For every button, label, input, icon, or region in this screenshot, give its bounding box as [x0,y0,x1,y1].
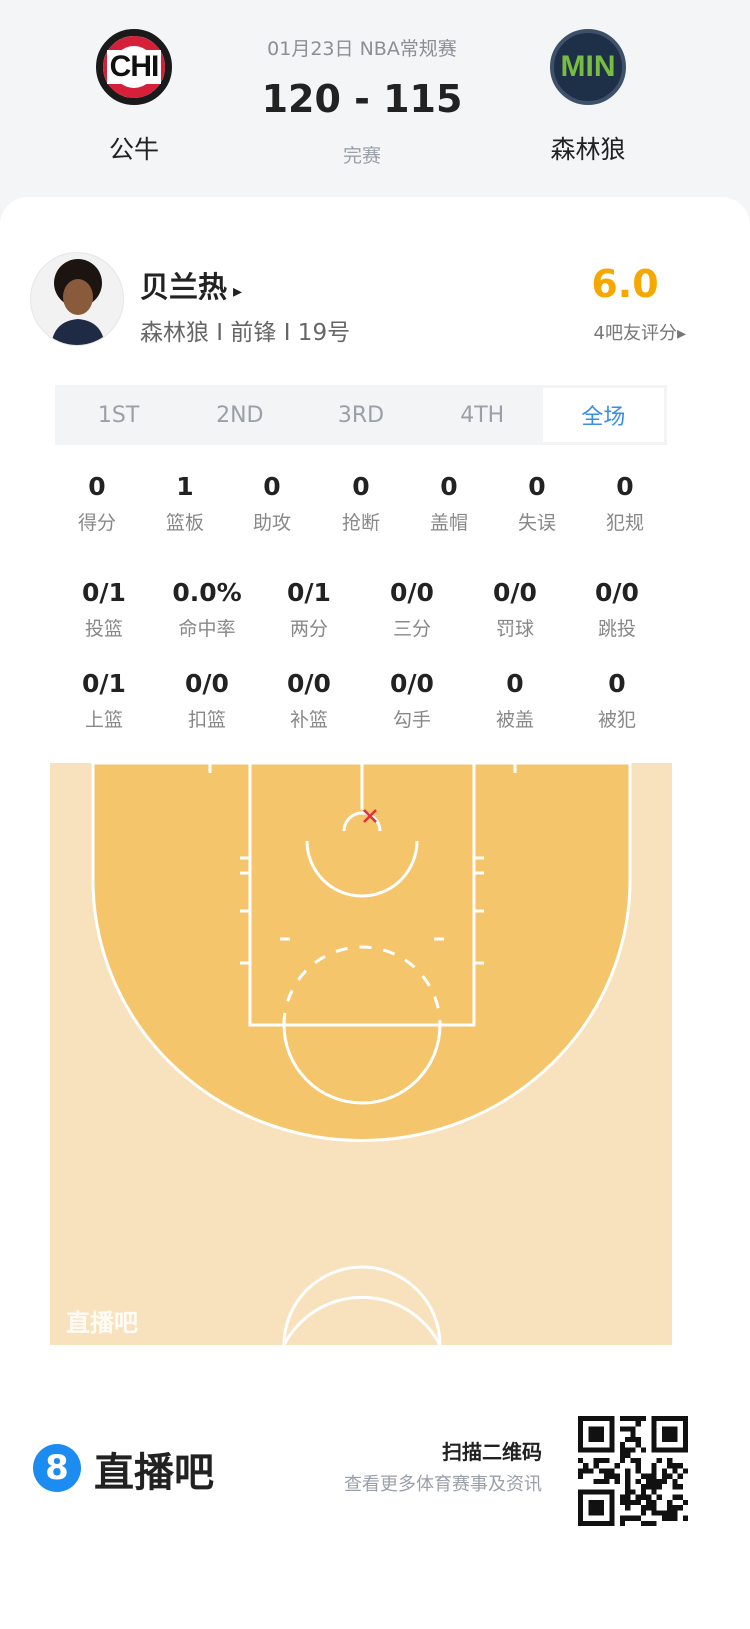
match-score: 120 - 115 [261,77,463,121]
center-circle [282,1295,442,1345]
stat-罚球: 0/0 罚球 [470,578,560,641]
stat-label: 命中率 [178,618,236,640]
stat-label: 扣篮 [187,709,226,731]
restricted-arc [305,840,419,898]
stat-value: 0 [528,472,546,501]
player-name: 贝兰热 [140,270,228,304]
stat-label: 上篮 [84,709,123,731]
stat-value: 0/0 [493,578,537,607]
match-date-league: 01月23日 NBA常规赛 [267,38,457,60]
paint-lane [248,763,476,1027]
stat-label: 勾手 [392,709,431,731]
qr-code[interactable] [578,1416,688,1526]
stat-抢断: 0 抢断 [316,472,406,535]
stat-value: 0/0 [390,578,434,607]
zhibo8-logo-icon: 8 [33,1444,81,1492]
stat-label: 盖帽 [429,512,468,534]
stat-被盖: 0 被盖 [470,669,560,732]
stat-value: 0/0 [287,669,331,698]
stat-被犯: 0 被犯 [572,669,662,732]
stat-value: 0/1 [287,578,331,607]
free-throw-circle-top [282,945,442,1026]
stat-上篮: 0/1 上篮 [59,669,149,732]
stat-label: 罚球 [495,618,534,640]
stat-投篮: 0/1 投篮 [59,578,149,641]
stat-label: 被犯 [597,709,636,731]
stat-label: 补篮 [289,709,328,731]
stat-补篮: 0/0 补篮 [264,669,354,732]
scan-subtitle: 查看更多体育赛事及资讯 [344,1474,542,1495]
tab-1st[interactable]: 1ST [97,402,140,428]
player-name-link[interactable]: 贝兰热 ▸ [140,264,242,306]
tab-4th[interactable]: 4TH [460,402,505,428]
stat-得分: 0 得分 [52,472,142,535]
min-team-logo[interactable]: MIN [550,29,626,105]
stat-两分: 0/1 两分 [264,578,354,641]
tab-full-game[interactable]: 全场 [542,388,665,442]
player-avatar[interactable] [30,252,124,346]
tab-2nd[interactable]: 2ND [216,402,264,428]
player-rating: 6.0 [591,262,659,306]
stat-label: 两分 [289,618,328,640]
rating-count-link[interactable]: 4吧友评分▸ [593,323,687,344]
three-point-line [91,763,632,1142]
scan-title: 扫描二维码 [442,1440,542,1464]
stat-value: 0/1 [82,578,126,607]
stat-label: 得分 [77,512,116,534]
stat-label: 犯规 [605,512,644,534]
away-team-name[interactable]: 森林狼 [550,135,626,164]
stat-value: 0/1 [82,669,126,698]
match-status: 完赛 [342,145,381,167]
stat-label: 被盖 [495,709,534,731]
caret-right-icon: ▸ [233,281,243,302]
stat-value: 0 [263,472,281,501]
stat-扣篮: 0/0 扣篮 [162,669,252,732]
shot-markers [363,809,377,823]
stat-label: 抢断 [341,512,380,534]
shot-miss-marker [363,809,377,823]
stat-label: 篮板 [165,512,204,534]
stat-label: 投篮 [84,618,123,640]
stat-失误: 0 失误 [492,472,582,535]
chi-team-logo[interactable]: CHI [96,29,172,105]
stat-label: 助攻 [252,512,291,534]
lane-hash-marks [208,763,517,965]
stat-label: 跳投 [597,618,636,640]
brand-name: 直播吧 [94,1450,214,1496]
stat-value: 0/0 [185,669,229,698]
stat-盖帽: 0 盖帽 [404,472,494,535]
stat-助攻: 0 助攻 [227,472,317,535]
center-circle-arc [282,1265,442,1345]
stat-value: 1 [176,472,194,501]
stat-value: 0.0% [172,578,242,607]
court-watermark: 直播吧 [66,1309,138,1337]
stat-三分: 0/0 三分 [367,578,457,641]
stat-value: 0/0 [390,669,434,698]
stat-value: 0/0 [595,578,639,607]
stat-value: 0 [88,472,106,501]
stat-label: 失误 [517,512,556,534]
stat-label: 三分 [392,618,431,640]
stat-value: 0 [352,472,370,501]
period-tabs: 1ST 2ND 3RD 4TH 全场 [55,385,667,445]
shot-chart-court: 直播吧 [50,763,672,1345]
player-info: 森林狼 I 前锋 I 19号 [140,320,351,346]
stat-value: 0 [616,472,634,501]
stat-value: 0 [608,669,626,698]
stat-value: 0 [506,669,524,698]
rim-arc [342,811,382,832]
free-throw-circle-bottom [282,1024,442,1105]
stat-篮板: 1 篮板 [140,472,230,535]
tab-3rd[interactable]: 3RD [337,402,385,428]
stat-犯规: 0 犯规 [580,472,670,535]
home-team-name[interactable]: 公牛 [108,135,159,164]
stat-勾手: 0/0 勾手 [367,669,457,732]
stat-命中率: 0.0% 命中率 [162,578,252,641]
stat-跳投: 0/0 跳投 [572,578,662,641]
stat-value: 0 [440,472,458,501]
